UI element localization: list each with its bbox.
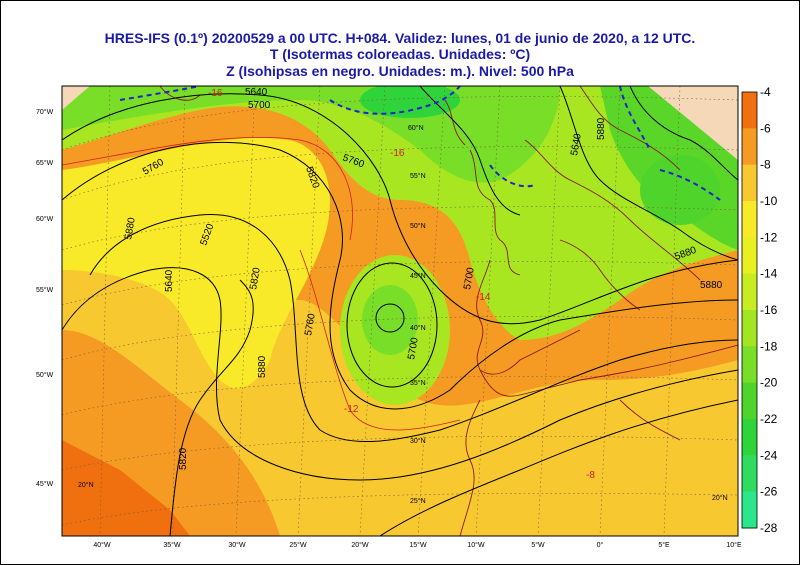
left-edge-label: 45°W	[36, 480, 54, 488]
colorbar-label: -26	[760, 485, 778, 499]
land-greenland	[62, 86, 90, 110]
colorbar-label: -14	[760, 267, 778, 281]
left-edge-label: 65°W	[36, 159, 54, 167]
temp-zone-light-orange	[62, 230, 738, 536]
colorbar-segment	[742, 164, 757, 202]
isohypse-label: 5820	[248, 266, 263, 290]
temp-zone-cold-north	[360, 86, 460, 118]
isohypse-label: 5640	[569, 132, 584, 156]
colorbar-segment	[742, 419, 757, 456]
isohypse-label: 5640	[164, 269, 175, 292]
left-edge-label: 70°W	[36, 108, 54, 116]
bottom-axis-labels: 40°W 35°W 30°W 25°W 20°W 15°W 10°W 5°W 0° 5°E 10°E	[93, 541, 742, 549]
latitude-label: 25°N	[410, 497, 426, 505]
longitude-label: 5°W	[531, 541, 545, 549]
colorbar: -4 -6 -8 -10 -12 -14 -16 -18 -20 -22 -24 -26 -28	[741, 85, 778, 535]
inner-latitude-labels: 60°N 55°N 50°N 45°N 40°N 35°N 30°N 25°N 20°N 20°N	[78, 124, 728, 505]
isohypse-label: 5880	[700, 280, 723, 291]
colorbar-label: -22	[760, 412, 778, 426]
isotherm-label: -14	[476, 292, 491, 303]
colorbar-segment	[742, 273, 757, 311]
colorbar-label: -28	[760, 521, 778, 535]
left-edge-label: 50°W	[36, 371, 54, 379]
chart-title-line2: T (Isotermas coloreadas. Unidades: ºC)	[269, 46, 531, 62]
longitude-label: 40°W	[93, 541, 111, 549]
colorbar-label: -10	[760, 194, 778, 208]
latitude-label: 50°N	[410, 222, 426, 230]
isotherm-labels: -16 -16 -12 -14 -8	[208, 88, 595, 481]
colorbar-label: -16	[760, 303, 778, 317]
isohypse-contours	[62, 86, 738, 536]
map-border	[61, 85, 739, 537]
colorbar-label: -6	[760, 121, 771, 135]
temp-zone-yellow	[62, 137, 330, 389]
colorbar-segment	[742, 310, 757, 347]
isohypse-label: 5700	[406, 336, 421, 360]
left-axis-labels: 70°W 65°W 60°W 55°W 50°W 45°W	[36, 108, 54, 488]
longitude-label: 25°W	[289, 541, 307, 549]
chart-title-line3: Z (Isohipsas en negro. Unidades: m.). Ni…	[226, 63, 574, 79]
longitude-label: 5°E	[658, 541, 670, 549]
colorbar-segment	[742, 455, 757, 493]
latitude-label: 20°N	[78, 481, 94, 489]
longitude-label: 0°	[597, 541, 604, 549]
longitude-label: 10°W	[467, 541, 485, 549]
colorbar-segment	[742, 201, 757, 238]
isohypse-label: 5700	[248, 100, 271, 111]
latitude-label: 55°N	[410, 172, 426, 180]
isotherm-label: -16	[390, 148, 405, 159]
colorbar-label: -20	[760, 376, 778, 390]
latitude-label: 45°N	[410, 272, 426, 280]
colorbar-segment	[742, 382, 757, 420]
colorbar-segment	[742, 491, 757, 529]
colorbar-label: -12	[760, 230, 778, 244]
latitude-label: 60°N	[408, 124, 424, 132]
isohypse-label: 5760	[303, 312, 318, 336]
latitude-label: 30°N	[410, 437, 426, 445]
longitude-label: 20°W	[351, 541, 369, 549]
colorbar-border	[741, 91, 758, 529]
isohypse-label: 5640	[245, 87, 268, 98]
isohypse-label: 5880	[596, 117, 607, 140]
left-edge-label: 55°W	[36, 286, 54, 294]
temp-zone-cutoff-core	[362, 285, 418, 355]
colorbar-segment	[742, 346, 757, 384]
colorbar-label: -24	[760, 448, 778, 462]
isotherm-label: -16	[208, 88, 223, 99]
isotherm-label: -8	[586, 470, 595, 481]
isohypse-label: 5880	[123, 216, 138, 240]
isohypse-label: 5820	[178, 447, 189, 470]
isohypse-label: 5880	[257, 355, 268, 378]
temp-zone-cold-east	[640, 155, 720, 225]
isotherm-label: -12	[344, 404, 359, 415]
latitude-label: 20°N	[712, 494, 728, 502]
latitude-label: 40°N	[410, 324, 426, 332]
temperature-field	[62, 86, 738, 536]
longitude-label: 30°W	[228, 541, 246, 549]
colorbar-label: -8	[760, 158, 771, 172]
colorbar-label: -4	[760, 85, 771, 99]
longitude-label: 35°W	[163, 541, 181, 549]
longitude-label: 15°W	[409, 541, 427, 549]
chart-title-line1: HRES-IFS (0.1º) 20200529 a 00 UTC. H+084…	[104, 30, 696, 46]
dashed-isotherms	[119, 86, 721, 201]
longitude-label: 10°E	[726, 541, 742, 549]
colorbar-segment	[742, 237, 757, 275]
colorbar-label: -18	[760, 339, 778, 353]
colorbar-segment	[742, 92, 757, 129]
red-isotherms	[62, 136, 461, 431]
left-edge-label: 60°W	[36, 215, 54, 223]
land-outside-domain	[648, 86, 738, 160]
latitude-label: 35°N	[410, 379, 426, 387]
temp-zone-light-green	[62, 86, 738, 340]
colorbar-segment	[742, 128, 757, 166]
isohypse-label: 5700	[462, 266, 477, 290]
